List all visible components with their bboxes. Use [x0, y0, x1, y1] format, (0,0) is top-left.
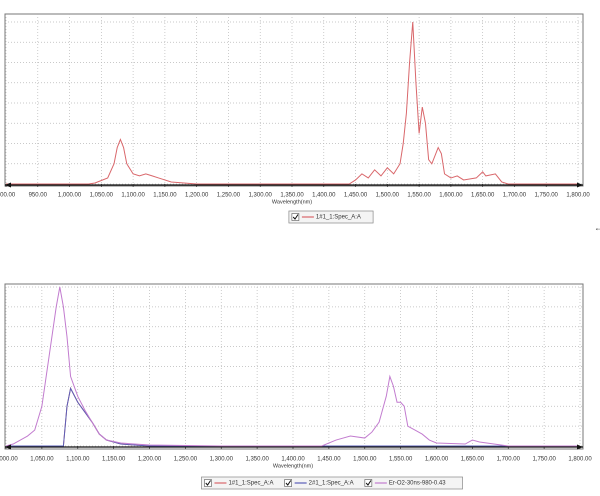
legend-check [365, 480, 372, 486]
x-tick-label: 1,750.00 [535, 193, 559, 199]
x-tick-label: 1,700.00 [497, 457, 521, 463]
x-tick-label: 1,650.00 [461, 457, 485, 463]
legend-label: 1#1_1:Spec_A:A [316, 215, 361, 221]
x-tick-label: 1,100.00 [121, 193, 145, 199]
legend-checkbox[interactable] [364, 479, 373, 487]
plot-frame [4, 13, 584, 187]
axis-arrow [577, 182, 583, 188]
x-axis-title: Wavelength(nm) [272, 199, 312, 205]
legend-check [285, 480, 292, 486]
x-axis-title: Wavelength(nm) [273, 463, 313, 469]
x-tick-label: 1,150.00 [102, 457, 126, 463]
legend-label: Er-O2-30ns-980-0.43 [389, 481, 446, 487]
x-tick-label: 1,250.00 [217, 193, 241, 199]
x-tick-label: 1,200.00 [138, 457, 162, 463]
legend-checkbox[interactable] [204, 479, 212, 487]
legend-label: 2#1_1:Spec_A:A [309, 481, 354, 487]
x-tick-label: 1,550.00 [389, 457, 413, 463]
legend-check [205, 480, 211, 486]
x-tick-label: 900.00 [0, 193, 16, 199]
x-tick-label: 1,150.00 [153, 193, 177, 199]
spectrum-line [5, 286, 580, 447]
x-tick-label: 1,550.00 [407, 193, 431, 199]
x-tick-label: 1,500.00 [376, 193, 400, 199]
x-tick-label: 1,450.00 [317, 457, 341, 463]
spectrum-line [6, 21, 578, 185]
x-tick-label: 1,350.00 [280, 193, 304, 199]
axis-arrow [577, 444, 583, 450]
x-tick-label: 1,700.00 [503, 193, 527, 199]
x-tick-label: 1,800.00 [568, 457, 592, 463]
x-tick-label: 1,000.00 [58, 193, 82, 199]
legend-check [292, 214, 299, 220]
legend-box [201, 476, 463, 490]
legend-checkbox[interactable] [284, 479, 292, 487]
x-tick-label: 1,050.00 [90, 193, 114, 199]
side-arrow-icon: ← [594, 222, 600, 232]
x-tick-label: 1,100.00 [66, 457, 90, 463]
x-tick-label: 1,600.00 [425, 457, 449, 463]
x-tick-label: 1,450.00 [344, 193, 368, 199]
x-tick-label: 1,800.00 [566, 193, 590, 199]
x-tick-label: 1,200.00 [185, 193, 209, 199]
x-tick-label: 1,300.00 [210, 457, 234, 463]
axis-arrow [5, 182, 11, 188]
x-tick-label: 1,050.00 [30, 457, 54, 463]
x-tick-label: 1,000.00 [0, 457, 18, 463]
x-tick-label: 1,300.00 [249, 193, 273, 199]
x-tick-label: 1,500.00 [353, 457, 377, 463]
legend-checkbox[interactable] [291, 213, 300, 221]
x-tick-label: 1,750.00 [532, 457, 556, 463]
x-tick-label: 1,650.00 [471, 193, 495, 199]
legend-label: 1#1_1:Spec_A:A [228, 481, 273, 487]
x-tick-label: 1,600.00 [439, 193, 463, 199]
axis-arrow [5, 444, 11, 450]
legend-box [288, 210, 374, 224]
x-tick-label: 1,400.00 [312, 193, 336, 199]
x-tick-label: 1,250.00 [174, 457, 198, 463]
x-tick-label: 1,350.00 [245, 457, 269, 463]
x-tick-label: 950.00 [29, 193, 48, 199]
spectrum-line [6, 386, 580, 447]
x-tick-label: 1,400.00 [281, 457, 305, 463]
